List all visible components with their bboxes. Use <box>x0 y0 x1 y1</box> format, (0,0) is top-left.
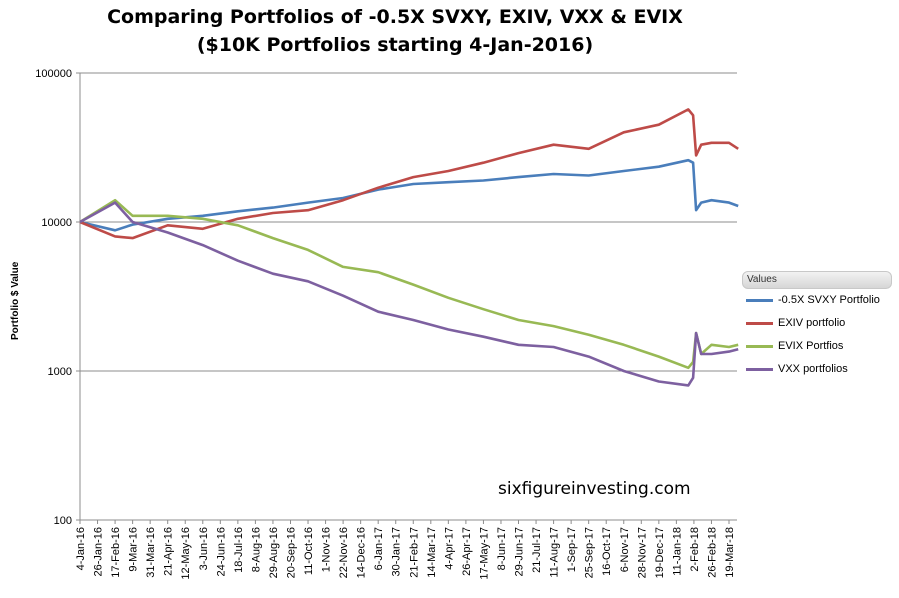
legend-item-vxx: VXX portfolios <box>742 358 892 381</box>
series-line-1 <box>79 108 739 240</box>
legend-label: EXIV portfolio <box>778 317 846 329</box>
x-tick-label: 20-Sep-16 <box>285 527 297 578</box>
series-line-3 <box>79 201 739 387</box>
x-tick-label: 18-Jul-16 <box>233 527 245 573</box>
x-tick-label: 3-Jun-16 <box>198 527 210 570</box>
x-tick-label: 2-Feb-18 <box>689 527 701 572</box>
legend-item-evix: EVIX Portfios <box>742 335 892 358</box>
series-line-0 <box>79 158 739 232</box>
x-tick-label: 11-Oct-16 <box>303 527 315 575</box>
watermark: sixfigureinvesting.com <box>498 479 691 499</box>
x-tick-label: 1-Sep-17 <box>566 527 578 572</box>
x-tick-label: 14-Mar-17 <box>426 527 438 578</box>
legend: Values -0.5X SVXY Portfolio EXIV portfol… <box>742 271 892 381</box>
legend-item-svxy: -0.5X SVXY Portfolio <box>742 289 892 312</box>
legend-label: VXX portfolios <box>778 363 848 375</box>
x-tick-label: 16-Oct-17 <box>601 527 613 576</box>
y-tick-label: 1000 <box>48 366 72 378</box>
y-axis-label: Portfolio $ Value <box>10 261 21 340</box>
x-tick-label: 31-Mar-16 <box>145 527 157 578</box>
x-tick-label: 12-May-16 <box>180 527 192 580</box>
legend-item-exiv: EXIV portfolio <box>742 312 892 335</box>
x-tick-label: 6-Jan-17 <box>373 527 385 570</box>
x-tick-label: 6-Nov-17 <box>619 527 631 572</box>
x-tick-label: 17-Feb-16 <box>110 527 122 578</box>
x-tick-label: 4-Apr-17 <box>443 527 455 570</box>
y-tick-label: 100000 <box>35 68 72 80</box>
x-tick-label: 29-Jun-17 <box>514 527 526 577</box>
chart-subtitle: ($10K Portfolios starting 4-Jan-2016) <box>196 34 594 56</box>
legend-swatch <box>746 322 773 325</box>
x-tick-label: 19-Dec-17 <box>654 527 666 578</box>
legend-label: EVIX Portfios <box>778 340 844 352</box>
x-tick-label: 8-Aug-16 <box>250 527 262 572</box>
x-tick-label: 29-Aug-16 <box>268 527 280 578</box>
legend-label: -0.5X SVXY Portfolio <box>778 294 880 306</box>
x-tick-label: 11-Aug-17 <box>549 527 561 578</box>
x-tick-label: 1-Nov-16 <box>321 527 333 572</box>
x-tick-label: 21-Jul-17 <box>531 527 543 573</box>
x-tick-label: 17-May-17 <box>478 527 490 580</box>
x-tick-label: 11-Jan-18 <box>671 527 683 576</box>
x-tick-label: 19-Mar-18 <box>724 527 736 578</box>
x-tick-label: 21-Apr-16 <box>163 527 175 576</box>
x-tick-label: 8-Jun-17 <box>496 527 508 570</box>
x-tick-label: 30-Jan-17 <box>391 527 403 577</box>
x-tick-label: 28-Nov-17 <box>636 527 648 578</box>
x-tick-label: 4-Jan-16 <box>75 527 87 570</box>
x-tick-label: 14-Dec-16 <box>356 527 368 578</box>
y-tick-label: 10000 <box>41 217 72 229</box>
x-tick-label: 22-Nov-16 <box>338 527 350 578</box>
x-tick-label: 26-Apr-17 <box>461 527 473 576</box>
x-tick-label: 9-Mar-16 <box>128 527 140 572</box>
x-tick-label: 26-Feb-18 <box>706 527 718 578</box>
legend-title: Values <box>742 271 892 289</box>
x-tick-label: 24-Jun-16 <box>215 527 227 577</box>
x-tick-label: 26-Jan-16 <box>93 527 105 577</box>
legend-swatch <box>746 368 773 371</box>
x-tick-label: 21-Feb-17 <box>408 527 420 578</box>
legend-swatch <box>746 345 773 348</box>
x-tick-label: 25-Sep-17 <box>584 527 596 578</box>
legend-swatch <box>746 299 773 302</box>
y-tick-label: 100 <box>54 515 72 527</box>
chart-title: Comparing Portfolios of -0.5X SVXY, EXIV… <box>107 6 683 28</box>
